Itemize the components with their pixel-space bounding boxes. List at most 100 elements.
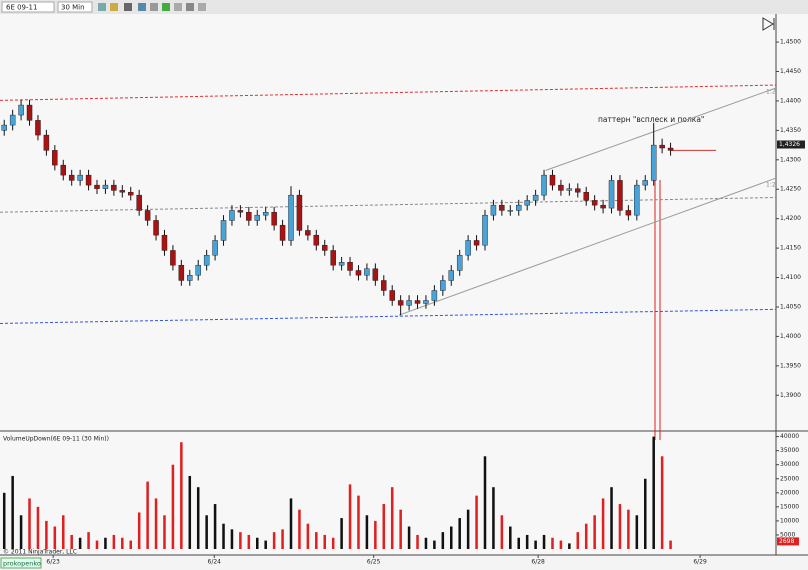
volume-bar [315, 532, 318, 549]
volume-bar [129, 540, 133, 549]
volume-bar [399, 509, 402, 549]
candle-body [254, 214, 260, 221]
tool-icon[interactable] [138, 3, 146, 11]
x-tick-label: 6/24 [208, 559, 222, 566]
volume-bar [652, 436, 655, 549]
candle-body [617, 180, 623, 211]
volume-bar [669, 540, 672, 549]
instrument-selector[interactable] [1, 1, 55, 13]
candle-body [355, 270, 362, 276]
pattern-annotation: паттерн "всплеск и полка" [598, 115, 704, 124]
volume-bar [196, 487, 200, 549]
y-tick-label: 1,4350 [780, 127, 801, 134]
candle-body [431, 290, 438, 301]
candle-body [634, 184, 640, 216]
candle-body [642, 180, 648, 186]
volume-bar [2, 492, 6, 549]
candle-body [305, 230, 311, 236]
drawing-line [0, 84, 777, 101]
volume-bar [146, 481, 149, 549]
volume-bar [239, 532, 242, 549]
volume-bar [112, 534, 116, 549]
tool-icon[interactable] [198, 3, 206, 11]
volume-bar [45, 520, 48, 549]
volume-bar [104, 537, 107, 549]
candle-body [170, 250, 176, 266]
x-tick-label: 6/28 [531, 559, 545, 566]
candle-body [608, 180, 615, 209]
volume-bar [424, 537, 428, 549]
tool-icon[interactable] [110, 3, 118, 11]
volume-bar [222, 523, 225, 549]
ratio-label: 1:2 [766, 89, 776, 96]
volume-bar [137, 512, 141, 549]
volume-bar [298, 509, 301, 549]
candle-body [364, 268, 370, 276]
candle-body [271, 211, 277, 226]
volume-bar [348, 484, 352, 549]
candle-body [237, 210, 244, 213]
scroll-end-button[interactable] [762, 17, 775, 31]
y-tick-label: 15000 [780, 503, 799, 510]
volume-bar [525, 534, 529, 549]
volume-bar [635, 515, 639, 549]
candle-body [246, 211, 252, 221]
tool-icon[interactable] [186, 3, 194, 11]
candle-body [144, 210, 151, 221]
y-tick-label: 1,4500 [780, 39, 801, 46]
candle-body [499, 204, 505, 211]
candle-body [161, 234, 168, 251]
volume-bar [466, 509, 470, 549]
y-tick-label: 1,3950 [780, 362, 801, 369]
tool-icon[interactable] [150, 3, 158, 11]
y-tick-label: 1,4200 [780, 215, 801, 222]
volume-bar [643, 478, 647, 549]
y-tick-label: 1,4450 [780, 68, 801, 75]
candle-body [178, 264, 185, 281]
candle-body [77, 174, 83, 181]
tool-icon[interactable] [162, 3, 170, 11]
y-tick-label: 1,4300 [780, 156, 801, 163]
candle-body [9, 114, 16, 126]
volume-bar [449, 526, 453, 549]
volume-bar [78, 537, 82, 549]
candle-body [558, 184, 564, 191]
candle-body [423, 300, 429, 304]
tool-icon[interactable] [98, 3, 106, 11]
candle-body [262, 211, 269, 216]
candle-body [1, 124, 7, 131]
volume-bar [407, 526, 411, 549]
volume-bar [188, 475, 192, 549]
candle-body [313, 234, 320, 246]
volume-bar [551, 537, 554, 549]
tool-icon[interactable] [174, 3, 182, 11]
candle-body [625, 210, 632, 216]
candle-body [347, 262, 353, 271]
plot-area [0, 14, 808, 555]
volume-bar [154, 498, 158, 549]
candle-body [279, 224, 286, 241]
candle-body [591, 200, 598, 206]
volume-bar [255, 537, 259, 549]
candle-body [229, 210, 235, 221]
candle-body [650, 144, 657, 181]
candle-body [322, 244, 328, 251]
volume-bar [264, 540, 267, 549]
price-marker-label: 1,4326 [779, 141, 800, 148]
instrument: 6E 09-11 [6, 4, 37, 12]
volume-bar [213, 504, 217, 549]
volume-bar [331, 537, 335, 549]
period-selector[interactable] [57, 1, 93, 13]
volume-bar [390, 487, 394, 549]
candle-body [94, 184, 100, 189]
candle-body [549, 174, 556, 186]
candle-body [85, 174, 92, 186]
volume-bar [517, 537, 521, 549]
volume-bar [492, 487, 495, 549]
candle-body [456, 254, 463, 271]
candle-body [43, 134, 50, 151]
tool-icon[interactable] [124, 3, 132, 11]
candle-body [473, 240, 480, 246]
ratio-label: 1:2 [766, 182, 776, 189]
volume-bar [357, 495, 360, 549]
